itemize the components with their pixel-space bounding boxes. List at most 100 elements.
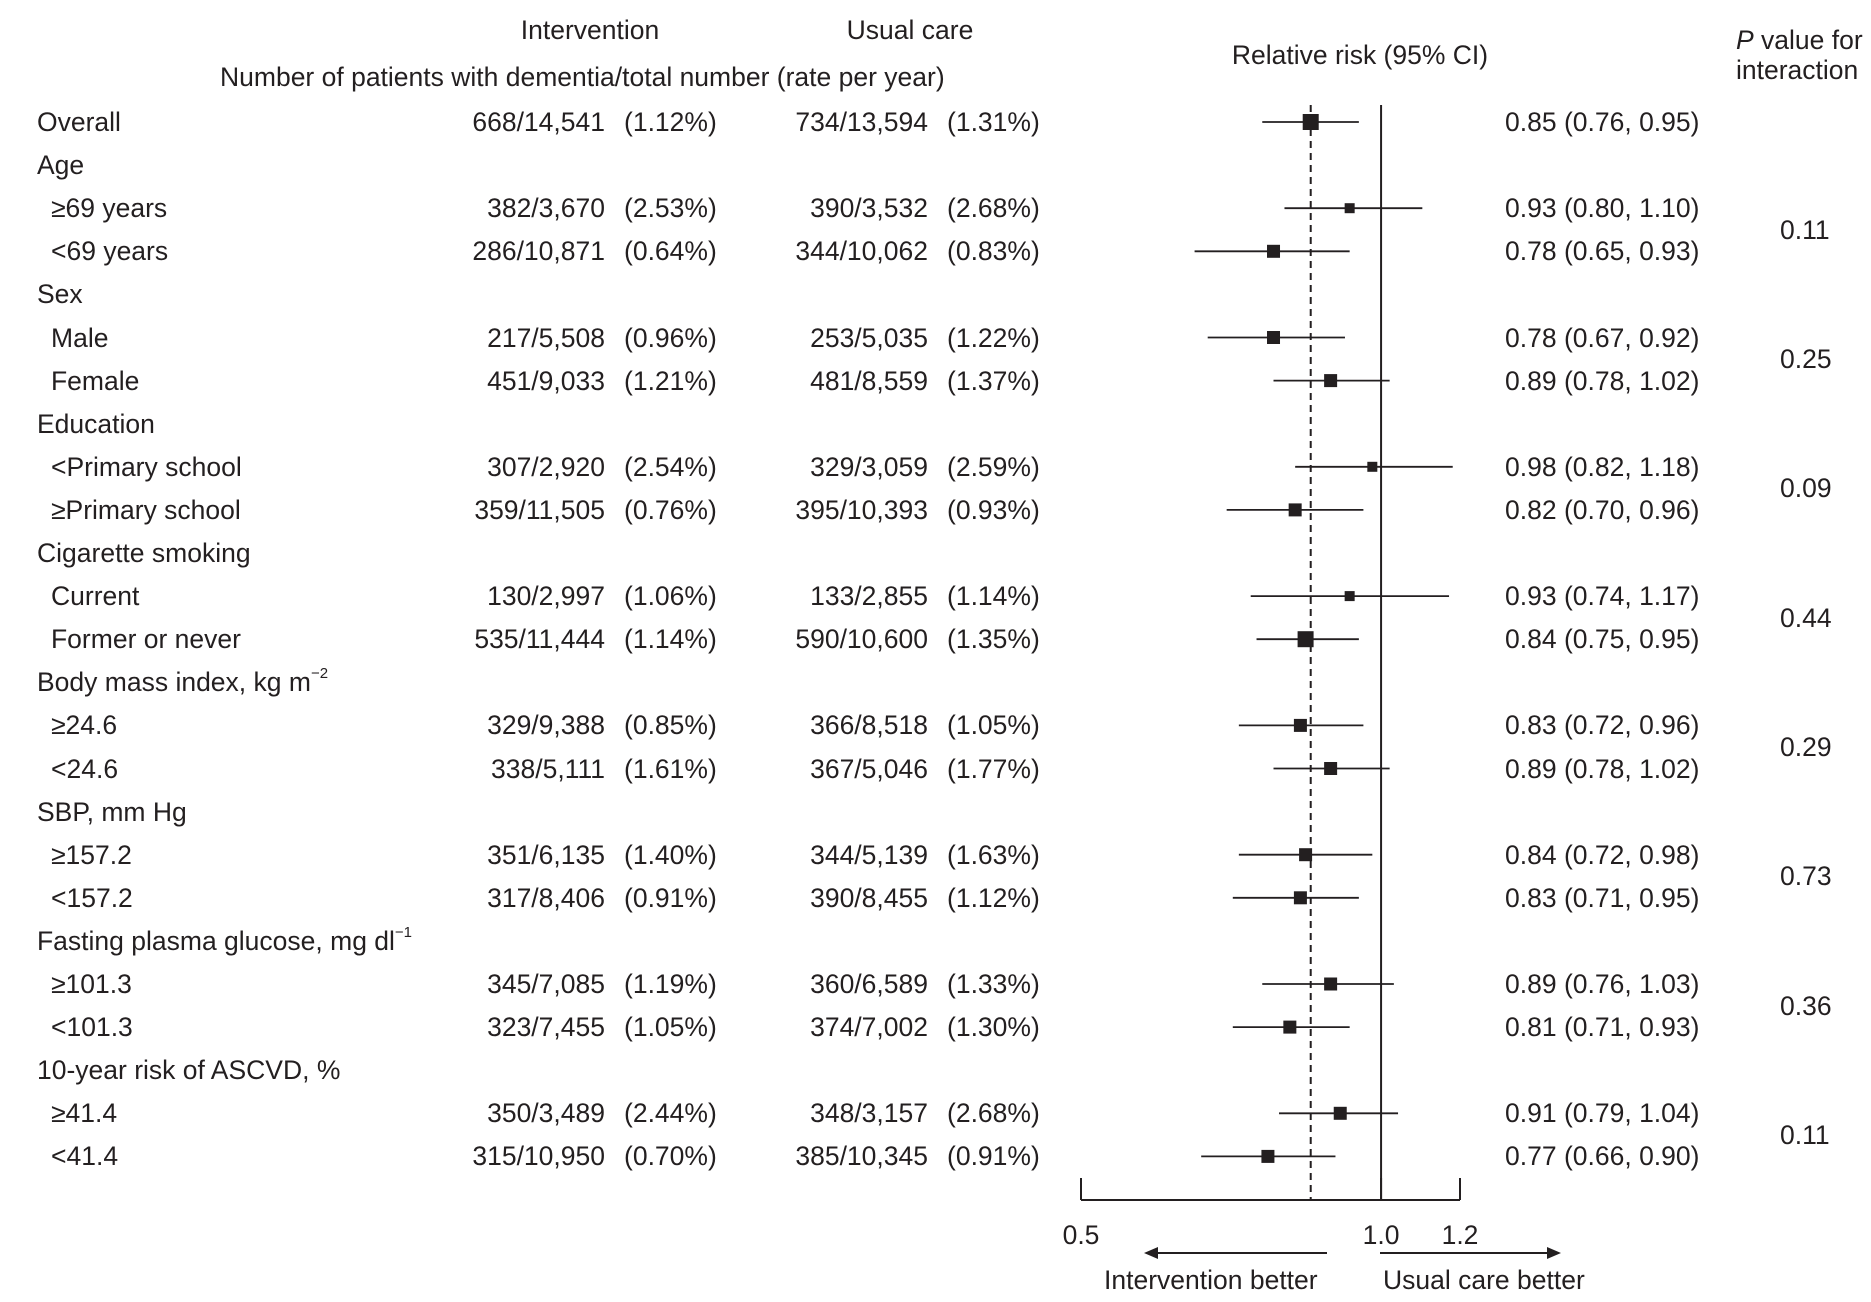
row-label: Female xyxy=(51,365,140,396)
usual-care-count: 481/8,559 xyxy=(810,365,928,396)
right-arrow-head xyxy=(1547,1247,1561,1259)
intervention-count: 130/2,997 xyxy=(487,581,605,612)
usual-care-rate: (1.31%) xyxy=(947,107,1040,137)
row-label: <69 years xyxy=(51,236,169,267)
rr-ci-text: 0.82 (0.70, 0.96) xyxy=(1505,494,1700,525)
point-estimate-marker xyxy=(1333,1106,1347,1120)
point-estimate-marker xyxy=(1297,631,1314,648)
intervention-count: 323/7,455 xyxy=(487,1012,605,1043)
intervention-rate: (1.21%) xyxy=(624,365,717,396)
rr-ci-text: 0.83 (0.71, 0.95) xyxy=(1505,882,1700,913)
point-estimate-marker xyxy=(1324,762,1338,775)
x-tick-label: 1.0 xyxy=(1363,1220,1400,1250)
p-value: 0.11 xyxy=(1780,214,1830,245)
point-estimate-marker xyxy=(1324,977,1338,991)
rr-ci-text: 0.98 (0.82, 1.18) xyxy=(1505,451,1700,482)
usual-care-count: 133/2,855 xyxy=(810,581,928,612)
intervention-rate: (1.06%) xyxy=(624,581,717,612)
intervention-count: 451/9,033 xyxy=(487,365,605,396)
rr-ci-text: 0.77 (0.66, 0.90) xyxy=(1505,1141,1700,1172)
group-header: Education xyxy=(37,408,155,439)
intervention-rate: (2.53%) xyxy=(624,193,717,224)
intervention-count: 338/5,111 xyxy=(491,753,605,784)
row-label: ≥Primary school xyxy=(51,494,241,525)
usual-care-rate: (1.35%) xyxy=(947,624,1040,655)
usual-care-rate: (2.68%) xyxy=(947,193,1040,224)
group-header: Age xyxy=(37,150,85,181)
usual-care-count: 374/7,002 xyxy=(810,1012,928,1043)
row-label: Former or never xyxy=(51,624,241,655)
point-estimate-marker xyxy=(1344,591,1355,602)
x-tick-label: 1.2 xyxy=(1442,1220,1479,1250)
point-estimate-marker xyxy=(1293,718,1307,732)
intervention-rate: (1.61%) xyxy=(624,753,717,784)
p-value-caption-line2: interaction xyxy=(1736,55,1859,85)
intervention-rate: (0.91%) xyxy=(624,882,717,913)
row-label: Male xyxy=(51,322,109,353)
p-value: 0.44 xyxy=(1780,602,1832,633)
usual-care-count: 390/8,455 xyxy=(810,882,928,913)
rr-ci-text: 0.84 (0.75, 0.95) xyxy=(1505,624,1700,655)
unit-superscript: −2 xyxy=(310,665,329,683)
usual-care-count: 367/5,046 xyxy=(810,753,928,784)
p-value-caption: P value for xyxy=(1736,25,1863,55)
usual-care-count: 590/10,600 xyxy=(795,624,928,655)
intervention-rate: (2.54%) xyxy=(624,451,717,482)
rr-caption: Relative risk (95% CI) xyxy=(1231,40,1489,70)
point-estimate-marker xyxy=(1288,503,1302,517)
intervention-rate: (1.12%) xyxy=(624,107,717,137)
usual-care-count: 395/10,393 xyxy=(795,494,928,525)
p-caption-line1: value for xyxy=(1753,25,1863,55)
row-label: ≥101.3 xyxy=(51,969,132,999)
row-label: Current xyxy=(51,581,140,612)
row-label: ≥157.2 xyxy=(51,839,132,870)
usual-care-rate: (1.63%) xyxy=(947,839,1040,870)
intervention-count: 351/6,135 xyxy=(487,839,605,870)
point-estimate-marker xyxy=(1324,374,1338,388)
rr-ci-text: 0.81 (0.71, 0.93) xyxy=(1505,1012,1700,1043)
usual-care-rate: (1.22%) xyxy=(947,322,1040,353)
group-header: Body mass index, kg m−2 xyxy=(37,665,329,698)
p-value: 0.36 xyxy=(1780,990,1832,1021)
row-label: ≥24.6 xyxy=(51,710,118,741)
intervention-count: 315/10,950 xyxy=(472,1141,605,1172)
rr-ci-text: 0.83 (0.72, 0.96) xyxy=(1505,710,1700,741)
group-header: Sex xyxy=(37,279,83,310)
row-label: <157.2 xyxy=(51,882,133,913)
rr-ci-text: 0.91 (0.79, 1.04) xyxy=(1505,1098,1700,1129)
intervention-count: 345/7,085 xyxy=(487,969,605,999)
intervention-count: 217/5,508 xyxy=(487,322,605,353)
usual-care-count: 344/5,139 xyxy=(810,839,928,870)
intervention-rate: (1.19%) xyxy=(624,969,717,999)
intervention-better-label: Intervention better xyxy=(1104,1265,1318,1295)
intervention-count: 359/11,505 xyxy=(474,494,605,525)
p-caption-italic: P xyxy=(1736,25,1754,55)
intervention-rate: (1.14%) xyxy=(624,624,717,655)
intervention-count: 307/2,920 xyxy=(487,451,605,482)
point-estimate-marker xyxy=(1302,114,1319,130)
p-value: 0.25 xyxy=(1780,344,1832,375)
intervention-rate: (0.70%) xyxy=(624,1141,717,1172)
point-estimate-marker xyxy=(1367,461,1378,472)
p-value: 0.29 xyxy=(1780,731,1832,762)
rr-ci-text: 0.78 (0.65, 0.93) xyxy=(1505,236,1700,267)
rr-ci-text: 0.89 (0.76, 1.03) xyxy=(1505,969,1700,999)
p-value: 0.09 xyxy=(1780,473,1832,504)
intervention-count: 350/3,489 xyxy=(487,1098,605,1129)
counts-caption: Number of patients with dementia/total n… xyxy=(220,62,945,92)
usual-care-rate: (1.14%) xyxy=(947,581,1040,612)
usual-care-rate: (0.91%) xyxy=(947,1141,1040,1172)
usual-care-rate: (1.30%) xyxy=(947,1012,1040,1043)
usual-care-rate: (1.77%) xyxy=(947,753,1040,784)
point-estimate-marker xyxy=(1344,203,1355,214)
rr-ci-text: 0.93 (0.74, 1.17) xyxy=(1505,581,1700,612)
usual-care-count: 253/5,035 xyxy=(810,322,928,353)
usual-care-count: 366/8,518 xyxy=(810,710,928,741)
group-header: Cigarette smoking xyxy=(37,538,251,568)
usual-care-rate: (0.83%) xyxy=(947,236,1040,267)
rr-ci-text: 0.84 (0.72, 0.98) xyxy=(1505,839,1700,870)
rr-ci-text: 0.89 (0.78, 1.02) xyxy=(1505,753,1700,784)
usual-care-count: 734/13,594 xyxy=(795,107,928,137)
usual-care-rate: (2.68%) xyxy=(947,1098,1040,1129)
